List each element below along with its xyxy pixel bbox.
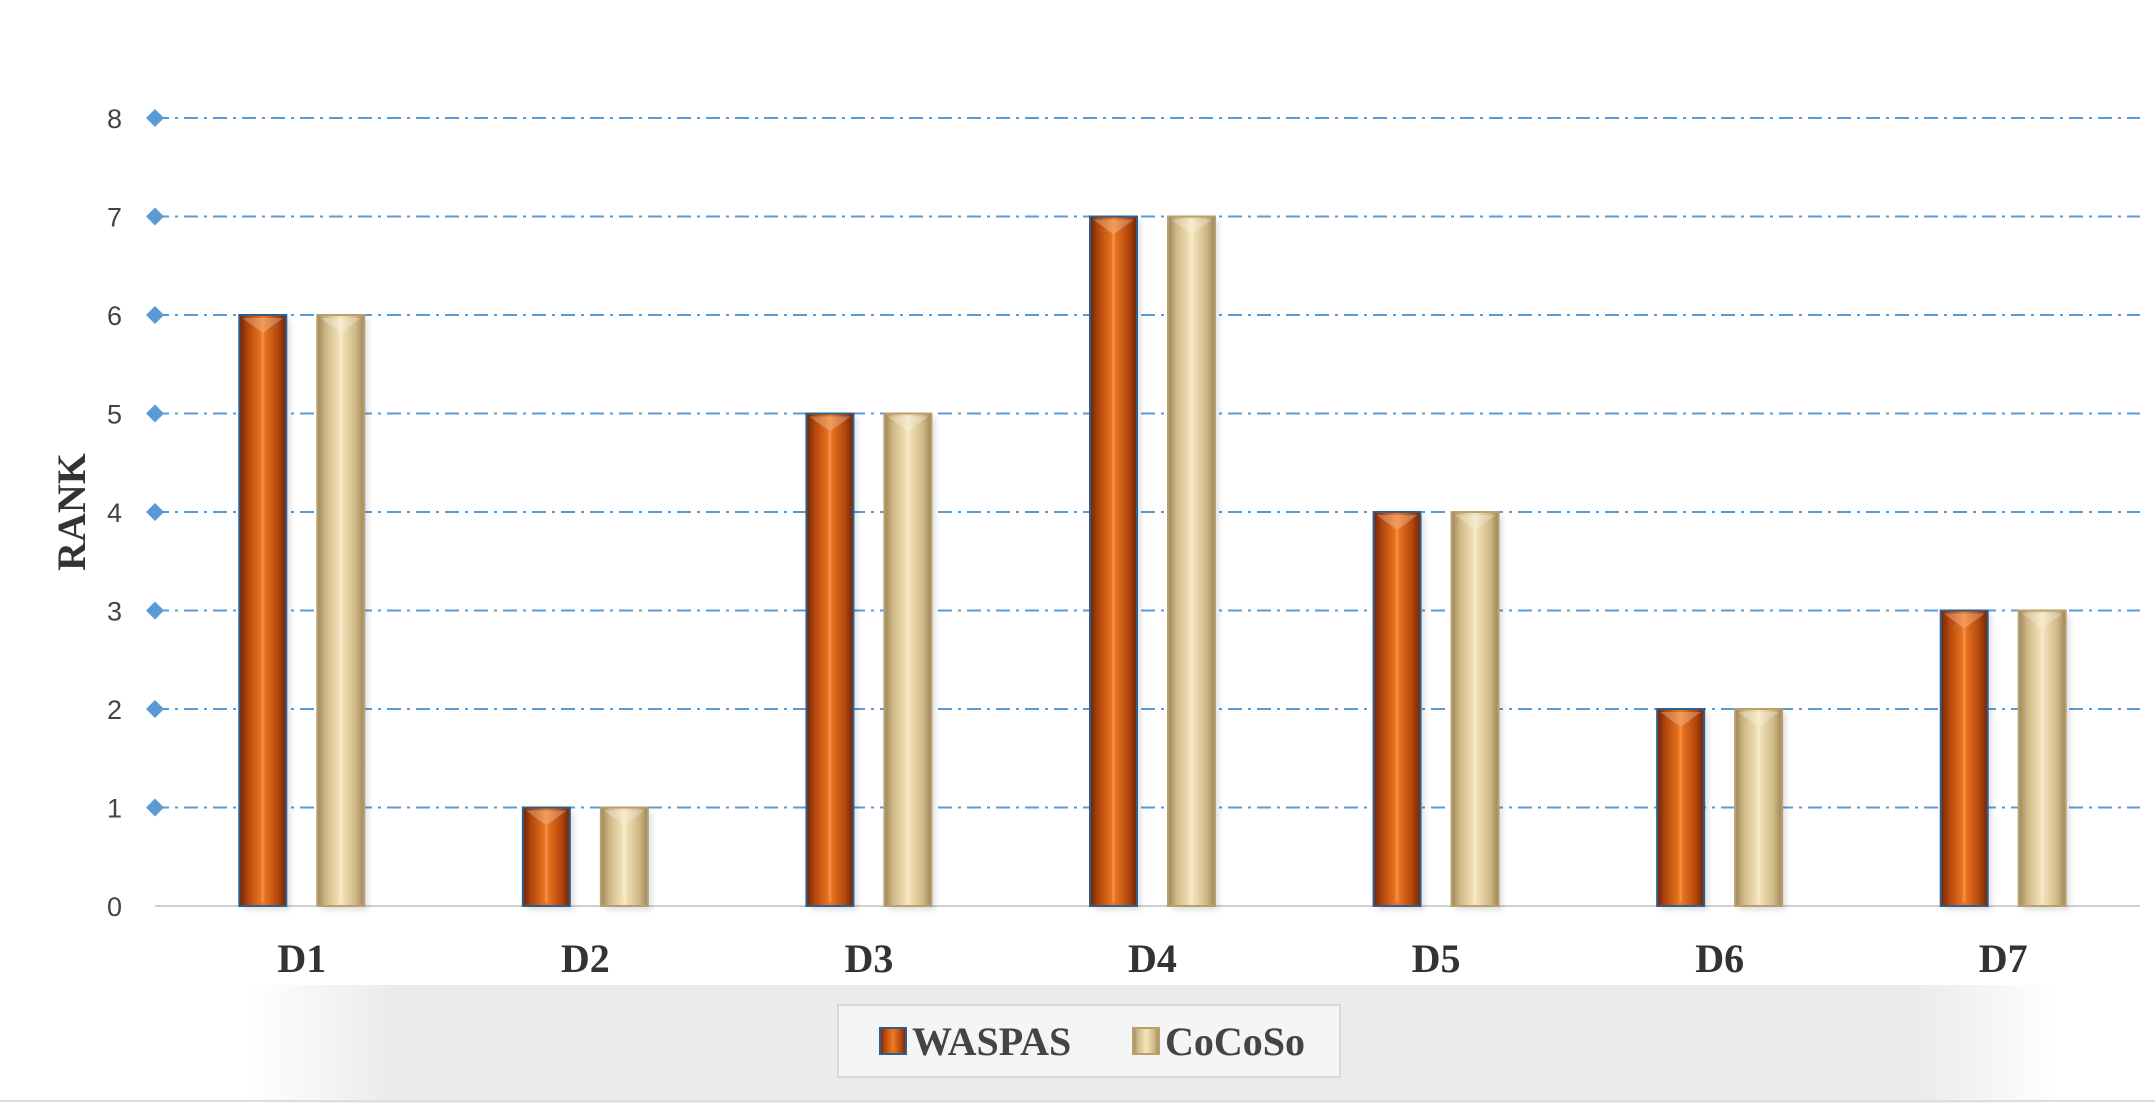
bar-cocoso-d7 — [2017, 609, 2067, 907]
bar-bevel — [1660, 712, 1702, 727]
bar-bevel — [809, 416, 851, 432]
bar-bevel — [1171, 219, 1212, 235]
x-tick-label: D1 — [277, 936, 326, 981]
gridline-marker — [146, 306, 164, 324]
bar-waspas-d4 — [1089, 215, 1138, 907]
bar-bevel — [2021, 613, 2063, 629]
legend: WASPAS CoCoSo — [0, 985, 2155, 1103]
bar-waspas-d2 — [521, 806, 571, 907]
legend-swatch-cocoso — [1132, 1027, 1160, 1055]
bar-bevel — [1738, 712, 1780, 727]
y-tick-label: 6 — [107, 301, 122, 331]
gridline-marker — [146, 404, 164, 423]
bar-bevel — [1093, 219, 1134, 235]
bar-cocoso-d5 — [1450, 511, 1500, 907]
legend-label-cocoso: CoCoSo — [1165, 1019, 1305, 1064]
bar-bevel — [1376, 515, 1418, 530]
gridline-marker — [146, 601, 164, 620]
y-tick-label: 7 — [107, 203, 122, 233]
gridline-marker — [146, 798, 164, 817]
x-tick-label: D2 — [561, 936, 610, 981]
gridline-marker — [146, 207, 164, 226]
x-axis-labels: D1 D2 D3 D4 D5 D6 D7 — [277, 936, 2027, 981]
bar-cocoso-d6 — [1734, 708, 1784, 907]
bars — [238, 215, 2070, 910]
bar-bevel — [1454, 515, 1496, 530]
gridline-marker — [146, 503, 164, 521]
bar-waspas-d7 — [1939, 609, 1989, 907]
y-axis-title: RANK — [49, 453, 94, 571]
y-tick-label: 4 — [107, 498, 122, 528]
bar-waspas-d5 — [1372, 511, 1422, 907]
bar-cocoso-d3 — [883, 412, 933, 907]
axis-titles: RANK — [49, 453, 94, 571]
y-tick-label: 3 — [107, 597, 122, 627]
bar-waspas-d6 — [1656, 708, 1706, 907]
bar-cocoso-d4 — [1167, 215, 1216, 907]
gridline-marker — [146, 700, 164, 718]
bar-waspas-d3 — [805, 412, 855, 907]
y-tick-label: 5 — [107, 400, 122, 430]
y-tick-label: 2 — [107, 695, 122, 725]
legend-box — [837, 1004, 1341, 1078]
bar-bevel — [242, 318, 284, 333]
bar-bevel — [603, 810, 645, 826]
y-tick-label: 0 — [107, 892, 122, 922]
legend-label-waspas: WASPAS — [912, 1019, 1071, 1064]
bar-bevel — [887, 416, 929, 432]
x-tick-label: D5 — [1412, 936, 1461, 981]
legend-swatch-waspas — [879, 1027, 907, 1055]
bar-waspas-d1 — [238, 314, 288, 907]
x-tick-label: D7 — [1979, 936, 2028, 981]
bar-cocoso-d2 — [599, 806, 649, 907]
bar-bevel — [320, 318, 362, 333]
y-tick-label: 1 — [107, 794, 122, 824]
x-tick-label: D4 — [1128, 936, 1177, 981]
gridline-marker — [146, 109, 164, 127]
x-tick-label: D6 — [1695, 936, 1744, 981]
y-tick-label: 8 — [107, 104, 122, 134]
x-tick-label: D3 — [844, 936, 893, 981]
gridlines — [146, 109, 2144, 817]
y-axis: 0 1 2 3 4 5 6 7 8 — [107, 104, 2140, 922]
bar-bevel — [1943, 613, 1985, 629]
bar-bevel — [525, 810, 567, 826]
bar-cocoso-d1 — [316, 314, 366, 907]
